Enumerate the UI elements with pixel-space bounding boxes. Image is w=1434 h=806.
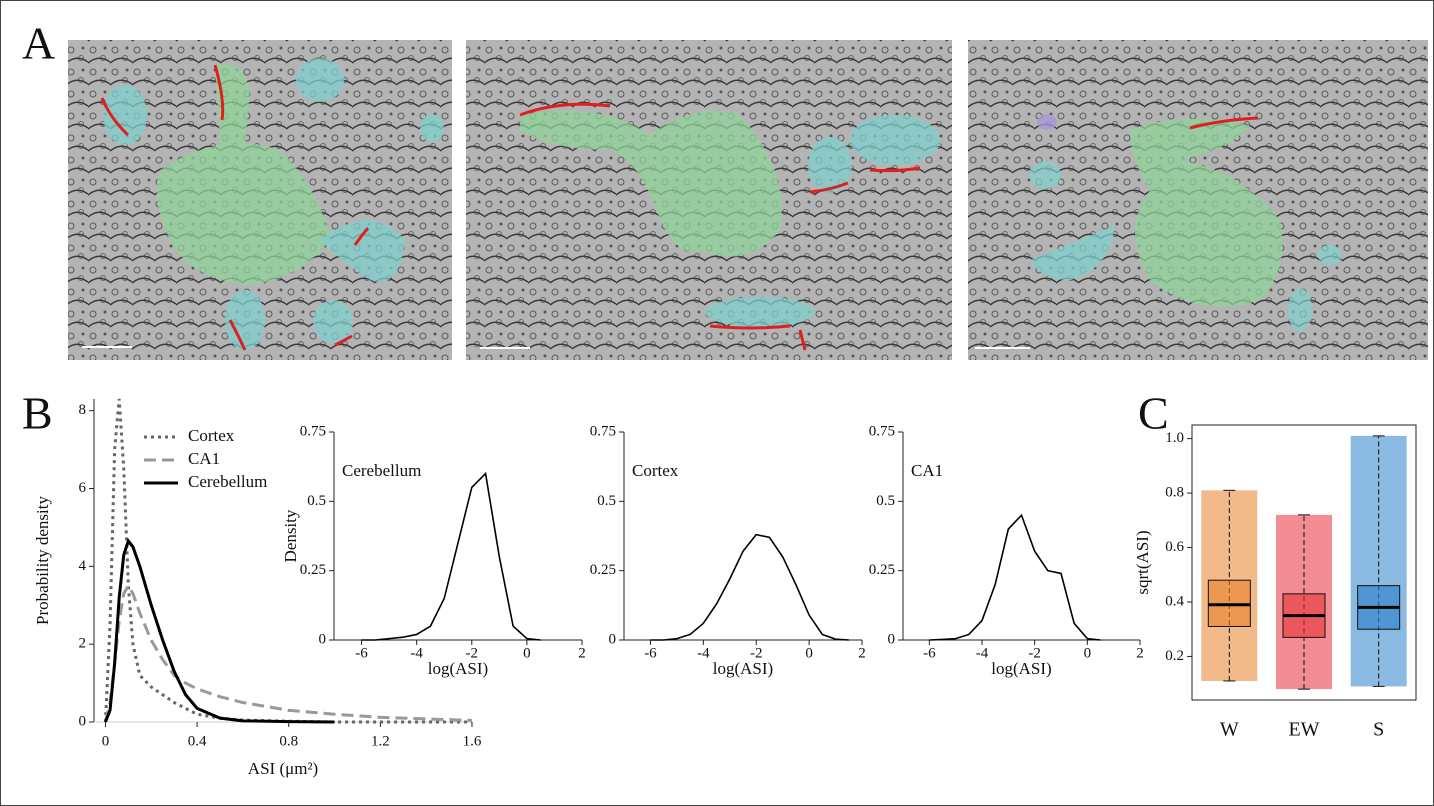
y-tick-label: 0.8 bbox=[1165, 485, 1184, 501]
x-tick-label: 1.2 bbox=[371, 733, 390, 749]
plot-frame bbox=[1191, 424, 1417, 701]
density-line bbox=[103, 582, 473, 723]
density-line bbox=[650, 533, 849, 641]
micrograph-1 bbox=[68, 40, 452, 360]
y-axis-title: sqrt(ASI) bbox=[1133, 530, 1152, 594]
x-tick-label: 0 bbox=[1084, 645, 1092, 661]
x-tick-label: 2 bbox=[1136, 645, 1144, 661]
x-tick-label: -6 bbox=[355, 645, 368, 661]
micrograph-2 bbox=[466, 40, 952, 360]
y-tick-label: 0 bbox=[609, 631, 617, 647]
x-tick-label: -4 bbox=[697, 645, 710, 661]
chart-title: Cortex bbox=[632, 461, 679, 480]
x-tick-label: -2 bbox=[466, 645, 479, 661]
x-tick-label: EW bbox=[1288, 719, 1319, 741]
panel-label: B bbox=[22, 388, 53, 439]
y-tick-label: 0.5 bbox=[597, 493, 616, 509]
x-tick-label: -2 bbox=[1028, 645, 1041, 661]
y-axis-title: Density bbox=[281, 509, 300, 562]
chart-title: CA1 bbox=[911, 461, 943, 480]
density-line bbox=[361, 471, 541, 641]
x-tick-label: 0.4 bbox=[188, 733, 207, 749]
y-tick-label: 6 bbox=[79, 480, 87, 496]
legend-label: CA1 bbox=[188, 449, 220, 468]
y-tick-label: 0 bbox=[319, 631, 327, 647]
y-tick-label: 4 bbox=[79, 558, 87, 574]
x-axis-title: log(ASI) bbox=[713, 659, 773, 678]
y-tick-label: 0.25 bbox=[590, 562, 616, 578]
legend-label: Cerebellum bbox=[188, 472, 267, 491]
density-line bbox=[929, 513, 1101, 641]
y-tick-label: 0.6 bbox=[1165, 539, 1184, 555]
chart-title: Cerebellum bbox=[342, 461, 421, 480]
y-tick-label: 8 bbox=[79, 402, 87, 418]
panel-label: A bbox=[22, 18, 55, 69]
y-tick-label: 0.75 bbox=[869, 423, 895, 439]
y-tick-label: 0.25 bbox=[869, 562, 895, 578]
x-tick-label: -4 bbox=[976, 645, 989, 661]
x-tick-label: -2 bbox=[750, 645, 763, 661]
x-tick-label: 0 bbox=[805, 645, 813, 661]
x-tick-label: -4 bbox=[410, 645, 423, 661]
y-tick-label: 0.5 bbox=[307, 493, 326, 509]
x-axis-title: log(ASI) bbox=[991, 659, 1051, 678]
micrograph-3 bbox=[968, 40, 1428, 360]
x-tick-label: 0.8 bbox=[279, 733, 298, 749]
y-axis-title: Probability density bbox=[33, 496, 52, 625]
density-line bbox=[104, 537, 335, 724]
x-tick-label: 0 bbox=[102, 733, 110, 749]
y-tick-label: 0 bbox=[79, 713, 87, 729]
panel-label: C bbox=[1138, 388, 1169, 439]
x-tick-label: -6 bbox=[644, 645, 657, 661]
x-tick-label: 2 bbox=[858, 645, 866, 661]
x-tick-label: -6 bbox=[923, 645, 936, 661]
y-tick-label: 0.5 bbox=[876, 493, 895, 509]
x-tick-label: 2 bbox=[578, 645, 586, 661]
y-tick-label: 0 bbox=[888, 631, 896, 647]
x-tick-label: S bbox=[1373, 719, 1384, 741]
y-tick-label: 0.4 bbox=[1165, 593, 1184, 609]
y-tick-label: 1.0 bbox=[1165, 430, 1184, 446]
x-tick-label: 1.6 bbox=[463, 733, 482, 749]
legend-label: Cortex bbox=[188, 426, 235, 445]
y-tick-label: 0.75 bbox=[300, 423, 326, 439]
y-tick-label: 0.2 bbox=[1165, 648, 1184, 664]
x-tick-label: W bbox=[1220, 719, 1239, 741]
x-axis-title: log(ASI) bbox=[428, 659, 488, 678]
y-tick-label: 0.75 bbox=[590, 423, 616, 439]
y-tick-label: 0.25 bbox=[300, 562, 326, 578]
y-tick-label: 2 bbox=[79, 636, 87, 652]
x-axis-title: ASI (μm²) bbox=[248, 759, 318, 778]
x-tick-label: 0 bbox=[523, 645, 531, 661]
